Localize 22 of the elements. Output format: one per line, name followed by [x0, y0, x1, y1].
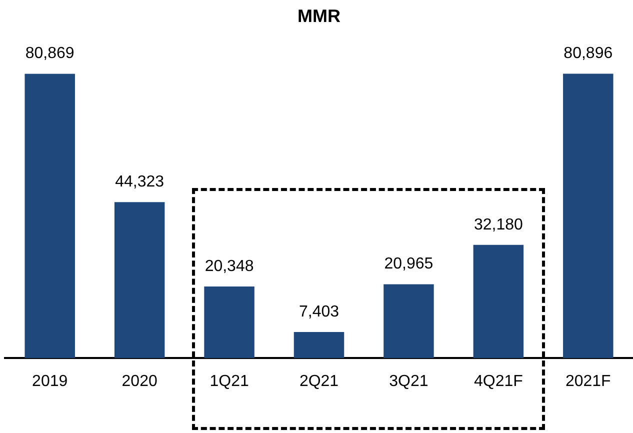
bar [563, 74, 614, 358]
x-tick-label: 3Q21 [389, 373, 428, 390]
bar [24, 74, 75, 358]
bar [114, 202, 165, 358]
x-tick-label: 2020 [122, 373, 158, 390]
bar [473, 244, 524, 358]
data-label: 32,180 [474, 216, 523, 234]
data-label: 7,403 [298, 303, 340, 320]
chart-title: MMR [298, 6, 340, 26]
data-label: 20,965 [384, 256, 434, 273]
x-tick-label: 2019 [32, 373, 68, 390]
data-label: 80,896 [564, 45, 613, 62]
data-label: 20,348 [204, 258, 254, 275]
bar [384, 284, 434, 358]
bar [294, 332, 344, 358]
bar [204, 286, 254, 358]
data-label: 80,869 [25, 45, 74, 62]
x-tick-label: 2Q21 [299, 373, 339, 390]
x-tick-label: 2021F [565, 373, 612, 390]
data-label: 44,323 [115, 174, 164, 191]
x-tick-label: 4Q21F [474, 373, 524, 390]
x-tick-label: 1Q21 [210, 373, 249, 390]
